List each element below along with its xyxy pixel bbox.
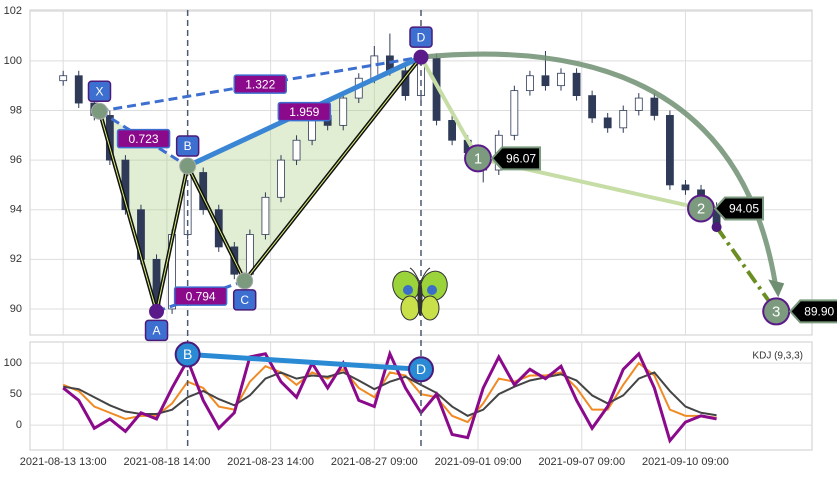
candle-body — [510, 90, 519, 136]
candle-body — [525, 75, 534, 92]
body — [417, 280, 423, 316]
kdj-pattern-line — [187, 351, 422, 372]
pattern-label: D — [417, 30, 426, 44]
candle-body — [650, 97, 659, 116]
candle-body — [277, 159, 285, 198]
x-tick-label: 2021-09-01 09:00 — [435, 456, 522, 468]
candle-body — [59, 75, 68, 82]
x-tick-label: 2021-08-23 14:00 — [227, 456, 314, 468]
pattern-leg-inner — [99, 111, 158, 312]
candle-body — [339, 97, 348, 126]
y-tick-label: 0 — [16, 419, 22, 431]
candle-body — [74, 75, 83, 104]
pattern-point — [413, 49, 429, 65]
target-label: 1 — [474, 150, 482, 167]
antenna — [409, 267, 431, 282]
candle-body — [588, 95, 597, 119]
kdj-pattern-point — [408, 356, 434, 383]
y-tick-label: 98 — [10, 104, 22, 116]
pattern-point — [90, 102, 108, 120]
candle-body — [603, 117, 612, 129]
pattern-point — [179, 157, 197, 175]
candle-body — [681, 184, 690, 191]
ratio-box — [173, 286, 228, 306]
arrow-head — [768, 279, 785, 298]
x-tick-label: 2021-08-27 09:00 — [331, 456, 418, 468]
y-tick-label: 100 — [4, 357, 22, 369]
y-tick-label: 90 — [10, 303, 22, 315]
pattern-leg-inner — [187, 165, 246, 282]
candle-body — [557, 72, 565, 87]
y-tick-label: 50 — [10, 388, 22, 400]
ratio-label: 1.959 — [289, 105, 319, 119]
x-tick-label: 2021-09-10 09:00 — [642, 456, 729, 468]
candle-body — [292, 139, 301, 161]
pattern-leg-inner — [156, 165, 189, 312]
wing-spot — [403, 285, 413, 295]
wing — [400, 295, 420, 321]
candle-body — [261, 196, 270, 235]
price-box — [788, 299, 837, 324]
target-label: 2 — [697, 200, 705, 217]
pattern-label-box — [232, 289, 257, 311]
pattern-area — [187, 57, 421, 281]
x-tick-label: 2021-08-13 13:00 — [20, 456, 107, 468]
price-label: 96.07 — [506, 152, 536, 166]
candle-body — [572, 72, 581, 96]
butterfly-icon — [392, 267, 448, 321]
wing-spot — [427, 285, 437, 295]
x-tick-label: 2021-08-18 14:00 — [123, 456, 210, 468]
pattern-label: A — [153, 324, 161, 338]
candle-body — [634, 97, 643, 111]
wing — [420, 295, 440, 321]
y-tick-label: 94 — [10, 204, 22, 216]
pattern-label-box — [175, 135, 200, 157]
target-line — [714, 225, 778, 313]
price-label: 94.05 — [729, 202, 759, 216]
pattern-label: C — [240, 293, 249, 307]
pattern-label-box — [144, 319, 169, 342]
pattern-label-box — [87, 80, 112, 102]
pattern-label-box — [409, 26, 433, 48]
candle-body — [619, 110, 628, 129]
pattern-label: B — [184, 139, 192, 153]
candle-body — [448, 120, 457, 141]
ratio-box — [116, 128, 171, 149]
price-box — [490, 146, 542, 171]
price-label: 89.90 — [804, 305, 834, 319]
ratio-label: 1.322 — [245, 77, 275, 91]
target-line — [419, 56, 480, 160]
y-tick-label: 96 — [10, 154, 22, 166]
pattern-line — [98, 109, 189, 168]
kdj-pattern-point — [174, 341, 201, 368]
pattern-label: X — [95, 84, 103, 98]
ratio-box — [233, 74, 287, 94]
candle-body — [370, 55, 379, 79]
ratio-label: 0.723 — [129, 132, 159, 146]
kdj-line — [62, 349, 717, 444]
kdj-pattern-label: D — [416, 361, 426, 377]
kdj-title: KDJ (9,3,3) — [752, 351, 803, 362]
pattern-leg-inner — [244, 56, 422, 282]
y-tick-label: 100 — [4, 55, 22, 67]
price-box — [713, 196, 765, 221]
last-dot — [711, 222, 722, 233]
candle-body — [541, 75, 550, 87]
ratio-box — [277, 101, 332, 122]
kdj-pattern-label: B — [183, 346, 192, 362]
y-tick-label: 92 — [10, 253, 22, 265]
y-tick-label: 102 — [4, 5, 22, 17]
ratio-label: 0.794 — [186, 289, 216, 303]
kdj-line — [62, 361, 717, 424]
candle-body — [666, 115, 674, 186]
pattern-point — [149, 303, 165, 319]
x-tick-label: 2021-09-07 09:00 — [538, 456, 625, 468]
pattern-line — [99, 55, 422, 113]
target-label: 3 — [772, 303, 780, 320]
target-arc — [420, 51, 779, 290]
pattern-point — [236, 272, 254, 290]
